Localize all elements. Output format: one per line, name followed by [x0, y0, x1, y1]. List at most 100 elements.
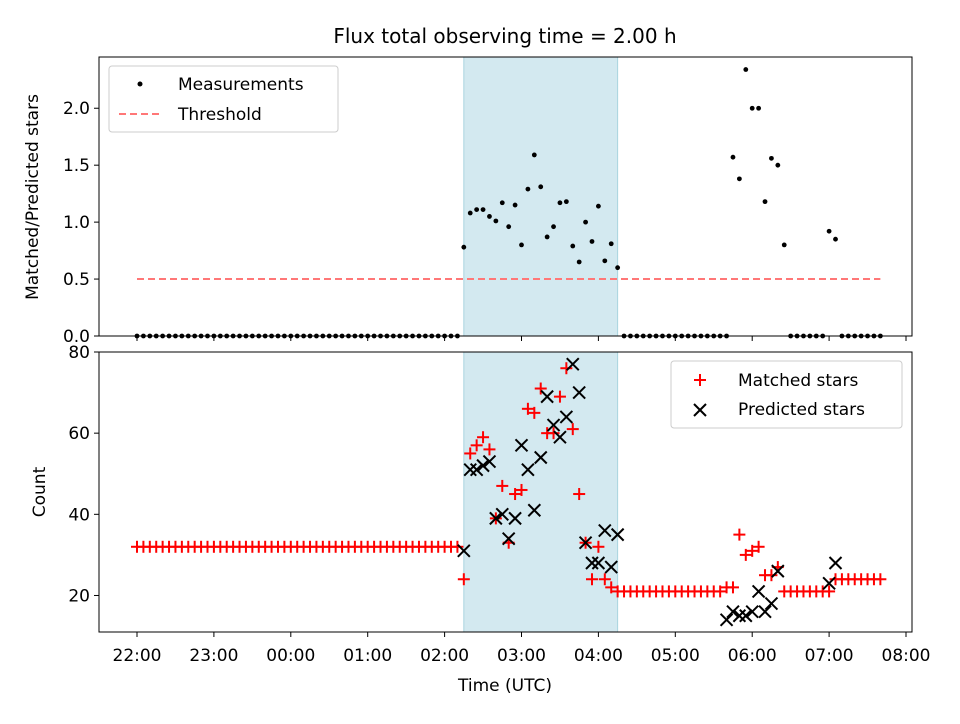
- bottom-panel: 20 40 60 80 22:00 23:00 00:00 01:00 02:00 03:00 0…: [30, 343, 931, 696]
- legend-measurements-marker: [137, 81, 143, 87]
- predicted-star-marker: [610, 527, 625, 542]
- legend-threshold-label: Threshold: [177, 105, 262, 125]
- predicted-star-marker: [578, 536, 593, 550]
- matched-star-marker: [464, 447, 477, 460]
- predicted-star-marker: [540, 389, 554, 404]
- predicted-star-marker: [534, 450, 548, 465]
- matched-star-marker: [496, 479, 509, 492]
- legend-matched-label: Matched stars: [738, 371, 858, 391]
- measurement-point: [826, 228, 832, 234]
- matched-star-marker: [515, 483, 528, 496]
- bottom-y-tick-label: 20: [68, 586, 90, 606]
- measurement-point: [531, 152, 537, 158]
- top-window-band: [463, 56, 619, 337]
- matched-star-marker: [874, 573, 887, 586]
- measurement-point: [775, 162, 781, 168]
- matched-star-marker: [765, 569, 778, 582]
- matched-star-marker: [534, 382, 547, 395]
- measurement-point: [576, 259, 582, 265]
- bottom-y-ticks: 20 40 60 80: [68, 343, 99, 606]
- predicted-star-marker: [758, 605, 772, 619]
- matched-star-marker: [477, 431, 490, 444]
- top-axes-frame: [98, 56, 913, 337]
- predicted-star-marker: [604, 560, 618, 574]
- matched-star-marker: [739, 548, 752, 561]
- predicted-star-marker: [822, 576, 836, 591]
- bottom-x-tick-label: 02:00: [420, 646, 469, 666]
- top-y-tick-label: 0.0: [63, 327, 90, 347]
- predicted-star-marker: [521, 462, 535, 477]
- measurement-point: [756, 105, 762, 111]
- predicted-star-marker: [751, 584, 766, 599]
- predicted-star-marker: [527, 503, 542, 517]
- matched-star-marker: [726, 581, 739, 594]
- matched-star-marker: [560, 362, 573, 375]
- measurement-point: [583, 219, 588, 225]
- predicted-star-marker: [469, 462, 484, 477]
- matched-star-marker: [585, 573, 598, 586]
- measurement-point: [461, 244, 467, 250]
- measurement-point: [512, 202, 518, 208]
- bottom-legend: Matched stars Predicted stars: [670, 360, 903, 429]
- predicted-stars-points: [457, 357, 843, 627]
- matched-star-marker: [566, 423, 579, 436]
- measurement-point: [730, 154, 736, 160]
- top-x-ticks: [136, 336, 907, 341]
- matched-star-marker: [605, 581, 618, 594]
- measurement-point: [544, 234, 550, 240]
- matched-star-marker: [823, 585, 836, 598]
- matched-star-marker: [553, 390, 566, 403]
- bottom-legend-box: [670, 360, 903, 429]
- measurement-point: [538, 184, 544, 190]
- measurement-point: [525, 186, 531, 192]
- predicted-star-marker: [457, 544, 471, 558]
- measurement-point: [493, 218, 499, 224]
- measurement-point: [608, 241, 614, 247]
- bottom-x-tick-label: 00:00: [266, 646, 315, 666]
- legend-measurements-label: Measurements: [178, 75, 304, 95]
- matched-star-marker: [592, 540, 605, 553]
- top-legend: Measurements Threshold: [108, 65, 339, 133]
- top-panel: 0.00.51.01.52.0 Matched/Predicted stars …: [23, 56, 913, 347]
- matched-star-marker: [528, 406, 541, 419]
- matched-stars-points: [131, 362, 887, 598]
- measurement-point: [615, 265, 621, 271]
- bottom-window-band: [463, 351, 619, 633]
- matched-star-marker: [547, 427, 560, 440]
- predicted-star-marker: [591, 556, 606, 570]
- predicted-star-marker: [572, 385, 586, 400]
- predicted-star-marker: [764, 596, 779, 611]
- matched-star-marker: [573, 488, 586, 501]
- measurement-point: [736, 176, 742, 182]
- bottom-x-tick-label: 23:00: [189, 646, 238, 666]
- matched-star-marker: [611, 585, 624, 598]
- matched-star-marker: [733, 528, 746, 541]
- matched-star-marker: [509, 488, 522, 501]
- measurement-point: [563, 199, 569, 205]
- bottom-x-tick-label: 03:00: [497, 646, 546, 666]
- predicted-star-marker: [739, 609, 753, 623]
- predicted-star-marker: [559, 410, 574, 424]
- predicted-star-marker: [501, 531, 516, 546]
- predicted-star-marker: [489, 511, 503, 526]
- top-y-tick-label: 1.0: [63, 213, 90, 233]
- predicted-star-marker: [726, 605, 740, 619]
- top-y-ticks: 0.0 0.5 1.0 1.5 2.0: [63, 99, 99, 347]
- top-legend-box: [108, 65, 339, 133]
- matched-star-marker: [470, 439, 483, 452]
- matched-star-marker: [451, 540, 464, 553]
- top-y-tick-label: 0.5: [63, 270, 90, 290]
- matched-star-marker: [483, 443, 496, 456]
- predicted-star-marker: [546, 418, 561, 432]
- bottom-x-tick-label: 07:00: [805, 646, 854, 666]
- measurement-point: [743, 67, 749, 72]
- predicted-star-marker: [598, 523, 612, 538]
- x-axis-label: Time (UTC): [457, 676, 552, 696]
- bottom-x-tick-label: 05:00: [651, 646, 700, 666]
- bottom-y-tick-label: 60: [68, 424, 90, 444]
- measurement-point: [506, 224, 512, 230]
- predicted-star-marker: [463, 462, 477, 477]
- top-y-tick-label: 2.0: [63, 99, 90, 119]
- predicted-star-marker: [508, 511, 522, 526]
